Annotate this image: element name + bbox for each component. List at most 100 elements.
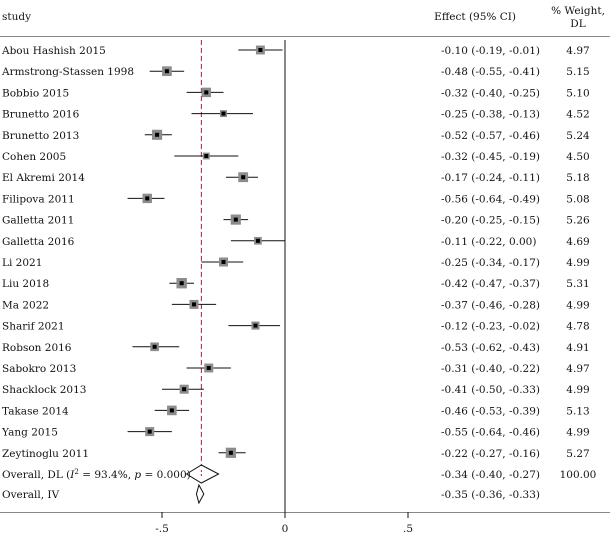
forest-rows: Abou Hashish 2015 -0.10 (-0.19, -0.01) 4.9… — [1, 45, 590, 460]
study-weight: 5.26 — [566, 215, 590, 227]
x-tick-label: 0 — [282, 523, 289, 535]
study-weight: 4.97 — [566, 45, 589, 57]
study-label: Li 2021 — [2, 257, 42, 269]
study-label: Brunetto 2016 — [2, 109, 80, 121]
study-label: Brunetto 2013 — [2, 130, 79, 142]
study-label: Cohen 2005 — [2, 151, 66, 163]
overall-dl-p: p — [134, 469, 141, 481]
overall-iv-ci: -0.35 (-0.36, -0.33) — [441, 489, 540, 501]
overall-iv-label: Overall, IV — [2, 489, 60, 501]
study-weight: 5.13 — [566, 405, 589, 417]
study-point-estimate — [191, 302, 196, 307]
study-ci: -0.17 (-0.24, -0.11) — [441, 172, 540, 184]
study-ci: -0.10 (-0.19, -0.01) — [441, 45, 540, 57]
study-weight: 5.15 — [566, 66, 589, 78]
study-point-estimate — [221, 260, 226, 264]
study-weight: 4.69 — [566, 236, 589, 248]
study-label: Galletta 2011 — [2, 215, 74, 227]
study-label: Yang 2015 — [1, 427, 58, 439]
study-ci: -0.55 (-0.64, -0.46) — [441, 427, 540, 439]
overall-dl-prefix: Overall, DL ( — [2, 469, 70, 481]
study-label: Liu 2018 — [2, 278, 49, 290]
study-point-estimate — [179, 281, 184, 286]
study-point-estimate — [255, 238, 260, 243]
study-label: Shacklock 2013 — [2, 384, 86, 396]
study-ci: -0.52 (-0.57, -0.46) — [441, 130, 540, 142]
study-label: Bobbio 2015 — [2, 87, 69, 99]
study-point-estimate — [147, 429, 152, 434]
study-ci: -0.31 (-0.40, -0.22) — [441, 363, 540, 375]
overall-iv-diamond — [195, 483, 205, 505]
study-weight: 5.24 — [566, 130, 590, 142]
study-weight: 4.50 — [566, 151, 589, 163]
study-weight: 5.27 — [566, 448, 589, 460]
study-label: Armstrong-Stassen 1998 — [1, 66, 134, 78]
study-ci: -0.12 (-0.23, -0.02) — [441, 321, 540, 333]
study-ci: -0.42 (-0.47, -0.37) — [441, 278, 540, 290]
study-label: Takase 2014 — [2, 405, 69, 417]
study-ci: -0.20 (-0.25, -0.15) — [441, 215, 540, 227]
overall-dl-ci: -0.34 (-0.40, -0.27) — [441, 469, 540, 481]
overall-dl-weight: 100.00 — [560, 469, 597, 481]
forest-marks — [127, 40, 286, 512]
study-point-estimate — [204, 154, 209, 158]
study-ci: -0.41 (-0.50, -0.33) — [441, 384, 540, 396]
x-tick-label: .5 — [403, 523, 413, 535]
study-point-estimate — [228, 450, 233, 455]
study-weight: 4.99 — [566, 299, 589, 311]
overall-dl-i2: I — [69, 469, 75, 481]
study-weight: 5.31 — [566, 278, 589, 290]
study-point-estimate — [155, 132, 160, 137]
study-weight: 4.91 — [566, 342, 589, 354]
study-weight: 5.18 — [566, 172, 589, 184]
study-label: Filipova 2011 — [2, 193, 75, 205]
study-point-estimate — [253, 323, 258, 328]
study-point-estimate — [152, 344, 157, 349]
study-ci: -0.53 (-0.62, -0.43) — [441, 342, 540, 354]
study-label: Robson 2016 — [2, 342, 72, 354]
overall-dl-i2-sup: 2 — [74, 468, 78, 476]
study-point-estimate — [145, 196, 150, 201]
study-point-estimate — [169, 408, 174, 413]
x-axis: -.5 0 .5 — [155, 512, 413, 535]
study-weight: 4.78 — [566, 321, 589, 333]
study-ci: -0.11 (-0.22, 0.00) — [441, 236, 536, 248]
study-weight: 5.08 — [566, 193, 589, 205]
study-point-estimate — [233, 217, 238, 222]
study-label: Sharif 2021 — [2, 321, 65, 333]
header-weight-line2: DL — [570, 18, 585, 30]
study-weight: 4.97 — [566, 363, 589, 375]
study-ci: -0.32 (-0.40, -0.25) — [441, 87, 540, 99]
header-study: study — [2, 11, 31, 23]
study-ci: -0.22 (-0.27, -0.16) — [441, 448, 540, 460]
study-ci: -0.32 (-0.45, -0.19) — [441, 151, 540, 163]
study-point-estimate — [204, 90, 209, 95]
study-weight: 4.52 — [566, 109, 589, 121]
study-label: Galletta 2016 — [2, 236, 75, 248]
study-weight: 5.10 — [566, 87, 589, 99]
study-label: Zeytinoglu 2011 — [2, 448, 89, 460]
study-point-estimate — [164, 69, 169, 74]
study-point-estimate — [241, 175, 246, 180]
study-point-estimate — [182, 387, 187, 392]
study-ci: -0.25 (-0.38, -0.13) — [441, 109, 540, 121]
overall-dl-diamond — [185, 464, 220, 484]
study-point-estimate — [258, 48, 263, 52]
study-label: El Akremi 2014 — [2, 172, 85, 184]
study-point-estimate — [221, 111, 226, 116]
header-weight-line1: % Weight, — [551, 5, 605, 17]
study-weight: 4.99 — [566, 427, 589, 439]
overall-dl-label: Overall, DL (I2 = 93.4%, p = 0.000) — [2, 468, 191, 481]
overall-dl-pvalue: = 0.000) — [141, 469, 191, 481]
study-weight: 4.99 — [566, 384, 589, 396]
header-effect: Effect (95% CI) — [434, 11, 516, 23]
overall-dl-suffix: = 93.4%, — [79, 469, 135, 481]
study-weight: 4.99 — [566, 257, 589, 269]
study-ci: -0.48 (-0.55, -0.41) — [441, 66, 540, 78]
x-tick-label: -.5 — [155, 523, 169, 535]
study-point-estimate — [206, 366, 211, 370]
study-label: Ma 2022 — [2, 299, 49, 311]
study-label: Abou Hashish 2015 — [1, 45, 106, 57]
study-label: Sabokro 2013 — [2, 363, 76, 375]
